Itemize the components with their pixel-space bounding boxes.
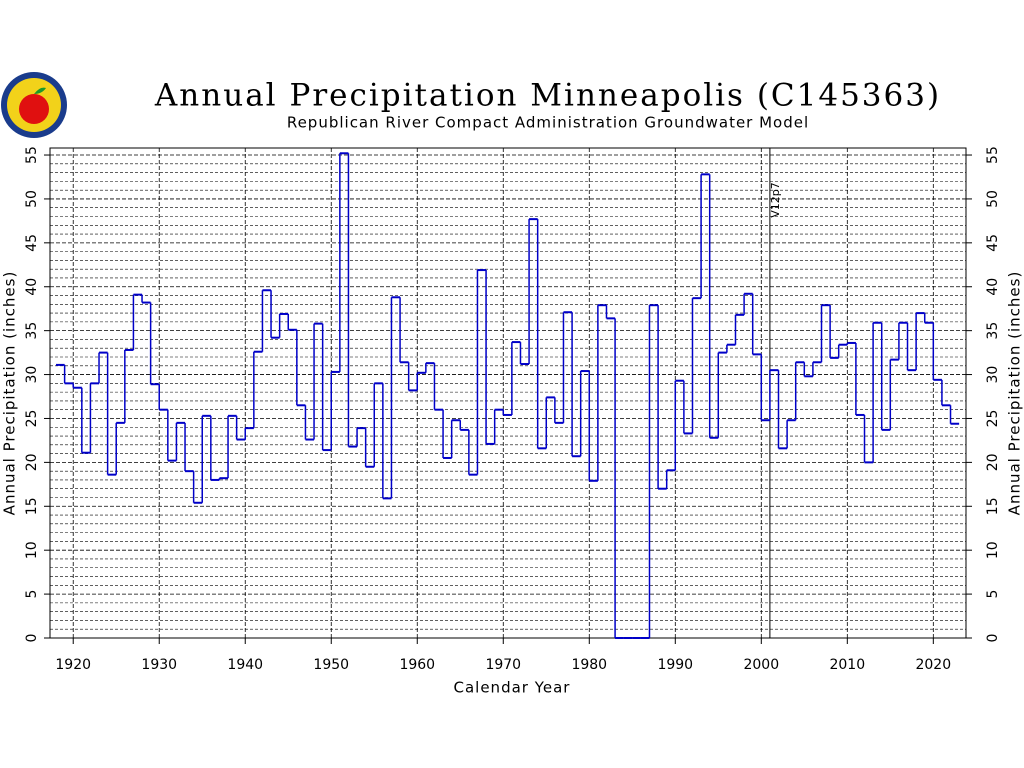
y2-tick-label: 15 [985, 497, 1001, 515]
y2-tick-label: 10 [985, 541, 1001, 559]
y2-tick-label: 20 [985, 453, 1001, 471]
y2-tick-label: 50 [985, 190, 1001, 208]
chart-subtitle: Republican River Compact Administration … [287, 114, 809, 132]
x-axis-label: Calendar Year [454, 679, 571, 697]
y-tick-label: 50 [24, 190, 40, 208]
y-axis-label: Annual Precipitation (inches) [1, 271, 19, 516]
x-tick-label: 1940 [227, 657, 263, 673]
logo [1, 72, 67, 138]
y2-tick-label: 30 [985, 366, 1001, 384]
x-tick-label: 2020 [915, 657, 951, 673]
y2-tick-label: 45 [985, 234, 1001, 252]
y-tick-label: 25 [24, 410, 40, 428]
y-tick-label: 0 [24, 634, 40, 643]
x-tick-label: 1990 [657, 657, 693, 673]
x-tick-label: 1920 [55, 657, 91, 673]
y2-tick-label: 55 [985, 146, 1001, 164]
chart-title: Annual Precipitation Minneapolis (C14536… [154, 78, 941, 114]
x-tick-label: 1960 [399, 657, 435, 673]
step-risers [63, 153, 952, 638]
y-tick-label: 45 [24, 234, 40, 252]
y-tick-label: 55 [24, 146, 40, 164]
y2-tick-label: 0 [985, 634, 1001, 643]
x-tick-label: 1930 [141, 657, 177, 673]
y2-tick-label: 5 [985, 590, 1001, 599]
y2-tick-label: 25 [985, 410, 1001, 428]
y-tick-label: 35 [24, 322, 40, 340]
x-tick-label: 1950 [313, 657, 349, 673]
y-tick-label: 15 [24, 497, 40, 515]
x-tick-label: 2010 [829, 657, 865, 673]
x-tick-label: 2000 [743, 657, 779, 673]
annotation-label: V12p7 [769, 182, 782, 218]
x-tick-label: 1980 [571, 657, 607, 673]
y-tick-label: 30 [24, 366, 40, 384]
y2-tick-label: 35 [985, 322, 1001, 340]
x-tick-label: 1970 [485, 657, 521, 673]
y-tick-label: 20 [24, 453, 40, 471]
y2-tick-label: 40 [985, 278, 1001, 296]
y-tick-label: 10 [24, 541, 40, 559]
y-tick-label: 5 [24, 590, 40, 599]
y2-axis-label: Annual Precipitation (inches) [1006, 271, 1024, 516]
y-tick-label: 40 [24, 278, 40, 296]
plot-frame [49, 147, 967, 639]
